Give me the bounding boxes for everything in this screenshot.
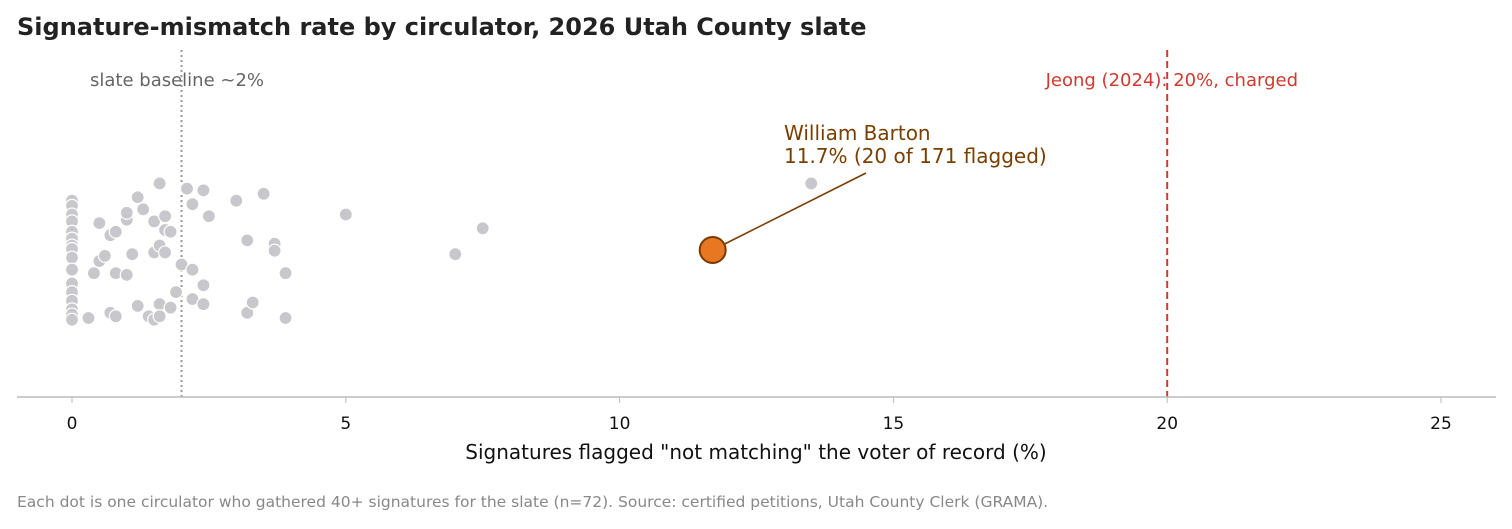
data-point: [157, 245, 173, 260]
annotation-layer: [698, 172, 867, 264]
data-point: [163, 300, 178, 315]
data-point: [278, 310, 293, 326]
annotation-leader-line: [724, 172, 867, 245]
x-tick-label: 5: [340, 414, 351, 434]
baseline-label: slate baseline ~2%: [90, 70, 264, 91]
x-axis-label: Signatures flagged "not matching" the vo…: [465, 440, 1046, 464]
data-point: [64, 250, 80, 265]
data-point: [338, 207, 353, 222]
data-point: [185, 197, 200, 212]
x-tick-label: 0: [67, 414, 78, 434]
data-point: [152, 176, 167, 191]
data-point: [804, 176, 819, 191]
data-point: [64, 262, 80, 277]
data-point: [125, 247, 140, 262]
x-tick-label: 10: [609, 414, 631, 434]
data-point: [229, 193, 244, 208]
data-point: [92, 216, 107, 231]
chart-title: Signature-mismatch rate by circulator, 2…: [17, 13, 867, 41]
data-point: [64, 312, 80, 327]
footnote: Each dot is one circulator who gathered …: [17, 493, 1049, 511]
highlight-name: William Barton: [784, 121, 931, 145]
data-point: [97, 248, 112, 263]
data-point: [108, 309, 123, 324]
data-point: [130, 298, 145, 314]
data-point: [201, 209, 216, 224]
data-point: [267, 243, 282, 258]
reference-label: Jeong (2024): 20%, charged: [1045, 70, 1298, 91]
data-point: [448, 247, 463, 262]
data-point: [163, 224, 178, 239]
data-point: [81, 310, 96, 326]
highlight-point: [698, 236, 727, 264]
data-point: [130, 190, 145, 205]
data-point: [168, 285, 184, 300]
points-layer: [64, 176, 819, 327]
x-tick-label: 15: [883, 414, 905, 434]
x-tick-label: 25: [1430, 414, 1452, 434]
data-point: [119, 205, 134, 220]
data-point: [475, 221, 490, 236]
data-point: [119, 267, 134, 282]
data-point: [256, 186, 271, 201]
data-point: [245, 295, 260, 310]
reference-lines: [180, 50, 1169, 397]
data-point: [86, 266, 102, 281]
data-point: [136, 202, 151, 217]
data-point: [179, 181, 195, 196]
highlight-label: 11.7% (20 of 171 flagged): [784, 144, 1047, 168]
x-tick-label: 20: [1156, 414, 1178, 434]
data-point: [185, 262, 200, 277]
data-point: [240, 233, 255, 248]
data-point: [278, 266, 293, 281]
data-point: [196, 278, 211, 293]
data-point: [196, 183, 211, 198]
data-point: [196, 297, 211, 312]
data-point: [152, 309, 167, 324]
data-point: [157, 209, 173, 224]
data-point: [108, 224, 123, 239]
x-axis: 0 5 10 15 20 25: [17, 396, 1496, 434]
